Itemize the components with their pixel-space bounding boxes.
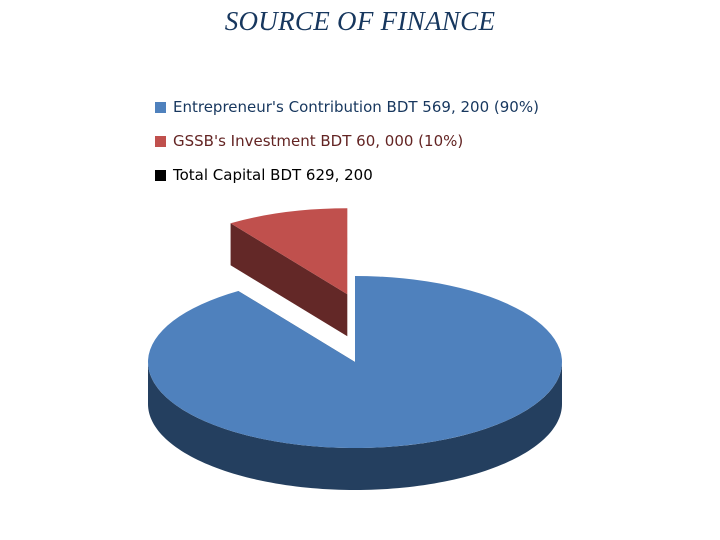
legend-item-entrepreneur: Entrepreneur's Contribution BDT 569, 200… [155, 90, 539, 124]
legend-label-entrepreneur: Entrepreneur's Contribution BDT 569, 200… [173, 98, 539, 116]
legend-swatch-gssb [155, 135, 166, 147]
legend-swatch-total [155, 169, 166, 181]
legend-item-total: Total Capital BDT 629, 200 [155, 158, 539, 192]
slice-entrepreneur [147, 276, 562, 448]
chart-title: SOURCE OF FINANCE [224, 6, 496, 36]
slice-cut-gssb-0 [230, 223, 348, 337]
slice-side-entrepreneur [148, 362, 562, 490]
slice-gssb [230, 208, 348, 295]
legend-label-total: Total Capital BDT 629, 200 [173, 166, 373, 184]
legend: Entrepreneur's Contribution BDT 569, 200… [155, 90, 539, 192]
legend-item-gssb: GSSB's Investment BDT 60, 000 (10%) [155, 124, 539, 158]
legend-swatch-entrepreneur [155, 101, 166, 113]
legend-label-gssb: GSSB's Investment BDT 60, 000 (10%) [173, 132, 464, 150]
